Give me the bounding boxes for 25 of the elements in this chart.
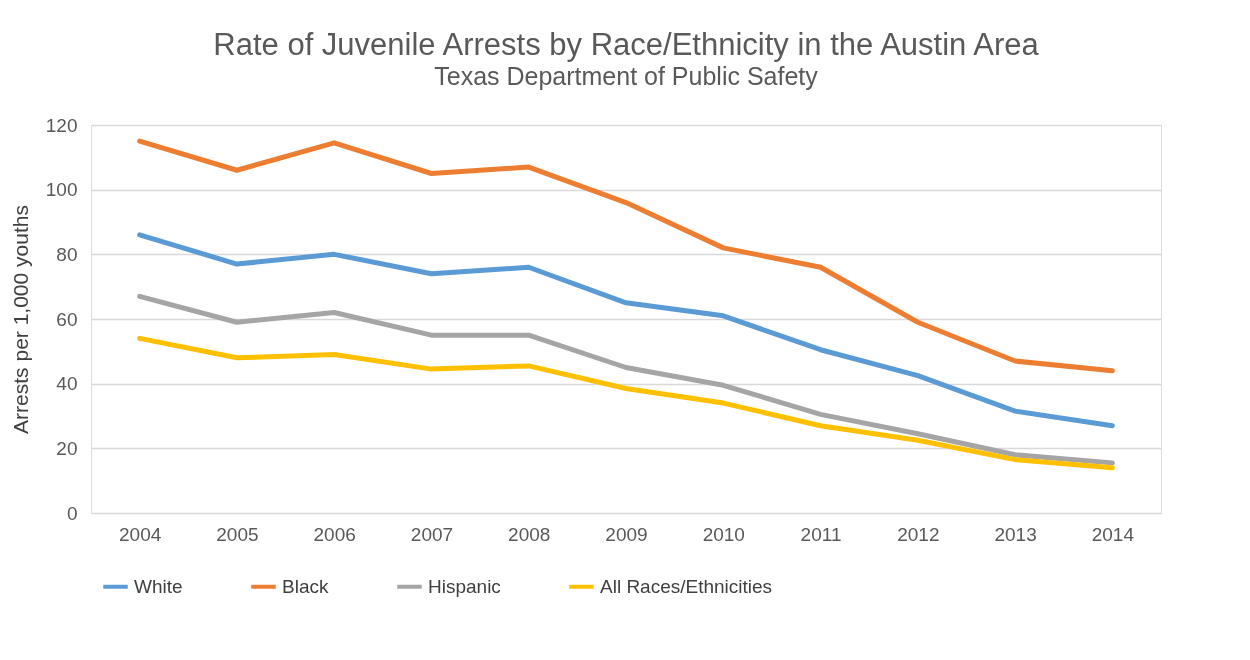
legend-label: All Races/Ethnicities [600, 575, 773, 597]
chart-subtitle: Texas Department of Public Safety [434, 62, 819, 90]
x-tick-label: 2005 [216, 523, 259, 545]
x-tick-label: 2010 [702, 523, 745, 545]
y-tick-label: 40 [56, 373, 78, 395]
chart-title: Rate of Juvenile Arrests by Race/Ethnicity in the Austin Area [213, 27, 1040, 62]
legend-label: White [134, 575, 183, 597]
y-tick-label: 60 [56, 308, 78, 330]
y-tick-label: 0 [66, 502, 78, 524]
x-tick-label: 2013 [994, 523, 1037, 545]
x-tick-label: 2014 [1091, 523, 1135, 545]
y-tick-label: 20 [56, 437, 78, 459]
y-tick-label: 120 [45, 114, 78, 136]
x-tick-label: 2012 [897, 523, 940, 545]
x-tick-label: 2008 [508, 523, 551, 545]
y-axis-title: Arrests per 1,000 youths [8, 205, 32, 434]
legend-label: Black [282, 575, 329, 597]
y-tick-label: 80 [56, 243, 78, 265]
x-tick-label: 2011 [800, 523, 842, 545]
x-tick-label: 2009 [605, 523, 648, 545]
legend-label: Hispanic [428, 575, 501, 597]
x-tick-label: 2006 [313, 523, 356, 545]
x-tick-label: 2004 [119, 523, 162, 545]
y-tick-label: 100 [45, 179, 78, 201]
x-tick-label: 2007 [410, 523, 454, 545]
